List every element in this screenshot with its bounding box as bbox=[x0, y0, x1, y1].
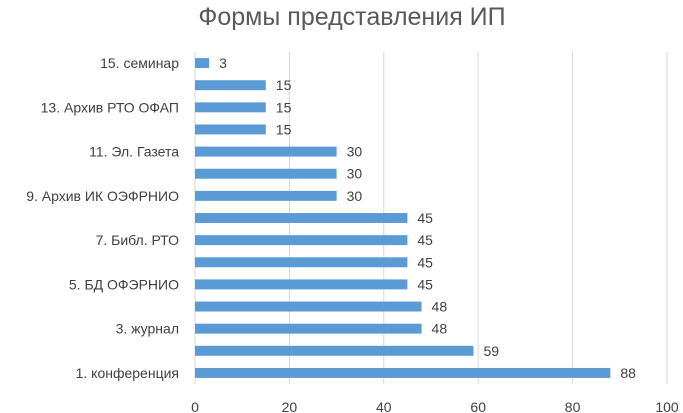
bar bbox=[195, 235, 408, 246]
data-label: 45 bbox=[417, 232, 433, 248]
x-tick-label: 80 bbox=[565, 399, 581, 413]
bar bbox=[195, 367, 611, 378]
chart-title: Формы представления ИП bbox=[198, 3, 505, 31]
data-label: 30 bbox=[347, 144, 363, 160]
data-label: 15 bbox=[276, 121, 292, 137]
bar bbox=[195, 124, 266, 135]
category-label: 1. конференция bbox=[76, 365, 179, 381]
data-label: 30 bbox=[347, 188, 363, 204]
category-label: 3. журнал bbox=[116, 321, 179, 337]
category-label: 7. Библ. РТО bbox=[96, 232, 180, 248]
x-tick-label: 20 bbox=[282, 399, 298, 413]
bar bbox=[195, 146, 337, 157]
bar bbox=[195, 190, 337, 201]
x-tick-label: 60 bbox=[470, 399, 486, 413]
category-label: 15. семинар bbox=[100, 55, 179, 71]
bar bbox=[195, 345, 474, 356]
bar bbox=[195, 213, 408, 223]
bar bbox=[195, 80, 266, 91]
bar bbox=[195, 257, 408, 268]
data-label: 45 bbox=[417, 210, 433, 226]
data-label: 59 bbox=[483, 343, 499, 359]
bar bbox=[195, 102, 266, 113]
category-label: 13. Архив РТО ОФАП bbox=[41, 99, 179, 115]
data-label: 15 bbox=[276, 99, 292, 115]
data-label: 15 bbox=[276, 77, 292, 93]
data-label: 3 bbox=[219, 55, 227, 71]
bar bbox=[195, 279, 408, 290]
category-label: 9. Архив ИК ОЭФРНИО bbox=[26, 188, 179, 204]
x-tick-label: 40 bbox=[376, 399, 392, 413]
bar bbox=[195, 58, 210, 69]
data-label: 30 bbox=[347, 166, 363, 182]
bar bbox=[195, 301, 422, 312]
data-label: 48 bbox=[432, 299, 448, 315]
bar bbox=[195, 323, 422, 334]
data-label: 45 bbox=[417, 276, 433, 292]
category-label: 5. БД ОФЭРНИО bbox=[69, 276, 179, 292]
x-tick-label: 100 bbox=[655, 399, 679, 413]
category-label: 11. Эл. Газета bbox=[89, 144, 179, 160]
data-label: 45 bbox=[417, 254, 433, 270]
bar bbox=[195, 168, 337, 179]
data-label: 88 bbox=[620, 365, 636, 381]
data-label: 48 bbox=[432, 321, 448, 337]
x-tick-label: 0 bbox=[191, 399, 199, 413]
